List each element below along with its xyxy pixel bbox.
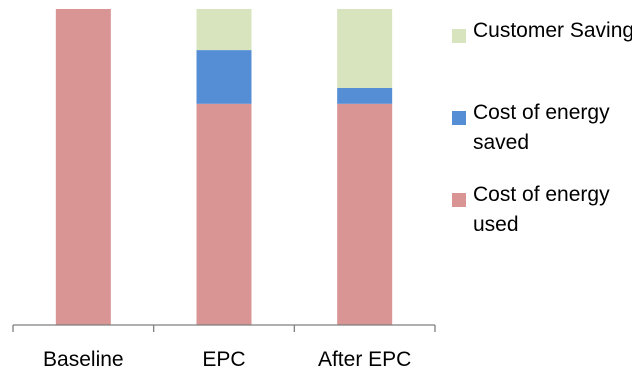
legend-label-cost-of-energy-used: Cost of energy used: [473, 183, 610, 236]
bar-after-epc-customer-saving: [337, 9, 393, 88]
bar-epc-customer-saving: [196, 9, 252, 51]
x-axis-ticks: [12, 325, 436, 332]
legend-swatch-customer-saving: [452, 29, 466, 43]
x-axis-tick-labels: Baseline EPC After EPC: [43, 348, 411, 371]
bar-layer: [55, 9, 393, 325]
bar-after-epc-cost-of-energy-saved: [337, 88, 393, 104]
legend-label-cost-of-energy-saved: Cost of energy saved: [473, 101, 610, 154]
bar-after-epc-cost-of-energy-used: [337, 103, 393, 325]
bar-epc-cost-of-energy-saved: [196, 50, 252, 104]
legend-swatch-cost-of-energy-used: [452, 193, 466, 207]
bar-baseline-cost-of-energy-used: [55, 9, 111, 325]
x-tick-label-after-epc: After EPC: [318, 348, 411, 371]
x-tick-label-epc: EPC: [202, 348, 245, 371]
legend-label-customer-saving: Customer Saving: [473, 19, 632, 42]
legend-swatch-cost-of-energy-saved: [452, 111, 466, 125]
bar-epc-cost-of-energy-used: [196, 103, 252, 325]
x-tick-label-baseline: Baseline: [43, 348, 124, 371]
